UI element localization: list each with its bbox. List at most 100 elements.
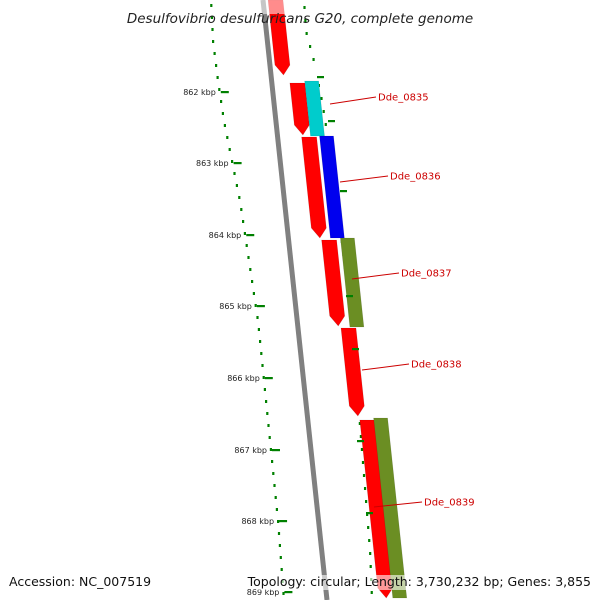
tick-dot [252,292,255,295]
tick-dot [245,244,248,247]
tick-dot [211,28,214,31]
kbp-tick-label: 867 kbp [234,446,267,455]
gene-label-dde-0838[interactable]: Dde_0838 [411,360,462,371]
forward-gene-arrow[interactable] [359,419,394,599]
tick-dot [210,4,213,7]
footer-backdrop [258,575,594,590]
kbp-tick-mark [366,512,373,515]
tick-dot [251,280,254,283]
tick-dot [303,6,306,9]
tick-dot [282,592,285,595]
tick-dot [370,591,373,594]
tick-dot [256,316,259,319]
tick-dot [273,484,276,487]
forward-gene-arrow[interactable] [301,136,327,239]
tick-dot [366,513,369,516]
kbp-tick-mark [256,305,265,308]
tick-dot [267,424,270,427]
tick-dot [268,436,271,439]
kbp-tick-mark [284,591,293,594]
tick-dot [275,508,278,511]
gene-callout-line [339,175,389,183]
forward-gene-arrow[interactable] [289,82,310,136]
kbp-tick-label: 866 kbp [227,374,260,383]
tick-dot [262,376,265,379]
tick-dot [266,412,269,415]
kbp-tick-mark [340,190,347,193]
accession-label: Accession: NC_007519 [9,574,151,589]
tick-dot [272,472,275,475]
tick-dot [322,110,325,113]
tick-dot [369,565,372,568]
genome-title: Desulfovibrio desulfuricans G20, complet… [127,11,473,27]
kbp-tick-mark [346,295,353,298]
kbp-tick-mark [317,76,324,79]
tick-dot [363,487,367,490]
gene-callout-line [329,96,377,105]
tick-dot [254,304,257,307]
gene-label-dde-0837[interactable]: Dde_0837 [401,269,452,280]
kbp-ticks: 862 kbp 863 kbp 864 kbp 865 kbp 866 kbp 867 k… [183,76,373,597]
forward-gene-arrow[interactable] [340,327,365,417]
tick-dot [362,474,366,477]
kbp-tick-mark [357,440,364,443]
tick-dot [320,97,323,100]
gene-label-dde-0839[interactable]: Dde_0839 [424,498,475,509]
gene-labels: Dde_0835 Dde_0836 Dde_0837 Dde_0838 Dde_0839 [329,93,475,509]
tick-dot [213,52,216,55]
tick-dot [312,58,315,61]
kbp-tick-mark [220,91,229,94]
genome-backbone [260,0,330,600]
tick-dot [360,448,364,451]
tick-dot [368,539,371,542]
tick-dot [324,123,327,126]
tick-dot [223,124,226,127]
tick-dot [365,500,368,503]
tick-dot [269,448,272,451]
tick-dot [210,16,213,19]
tick-dot [233,172,236,175]
kbp-tick-mark [246,234,255,237]
forward-gene-arrow[interactable] [267,0,291,76]
tick-dot [226,136,229,139]
tick-dot [249,268,252,271]
tick-dot [260,352,263,355]
tick-dot [231,160,234,163]
kbp-tick-label: 862 kbp [183,88,216,97]
tick-dot [215,64,218,67]
gene-callout-line [361,363,410,371]
forward-gene-arrow[interactable] [321,239,346,327]
tick-dot [358,422,361,425]
kbp-tick-label: 864 kbp [209,231,242,240]
gene-callout-line [351,272,400,280]
kbp-tick-label: 868 kbp [241,517,274,526]
kbp-tick-mark [328,120,335,123]
tick-dot [361,461,365,464]
tick-dot [277,520,280,523]
tick-dot [367,526,370,529]
tick-dot [277,532,281,535]
tick-dot [309,45,312,48]
tick-dot [274,496,277,499]
tick-dot [280,568,283,571]
gene-label-dde-0835[interactable]: Dde_0835 [378,93,429,104]
tick-dot [261,364,264,367]
tick-dot [218,88,221,91]
gene-block-dde-0837[interactable] [340,237,365,328]
gene-block-dde-0839[interactable] [373,417,408,599]
kbp-tick-label: 869 kbp [247,588,280,597]
tick-dot [278,544,281,547]
tick-dot [271,460,274,463]
kbp-tick-label: 863 kbp [196,159,229,168]
clip-fade [250,0,290,14]
tick-dot [243,232,246,235]
kbp-tick-mark [264,377,273,380]
gene-label-dde-0836[interactable]: Dde_0836 [390,172,441,183]
tick-dot [216,76,219,79]
tick-dot [359,435,362,438]
tick-dot [247,256,250,259]
tick-dot [242,220,245,223]
forward-strand-genes [250,0,394,599]
tick-dot [220,100,223,103]
